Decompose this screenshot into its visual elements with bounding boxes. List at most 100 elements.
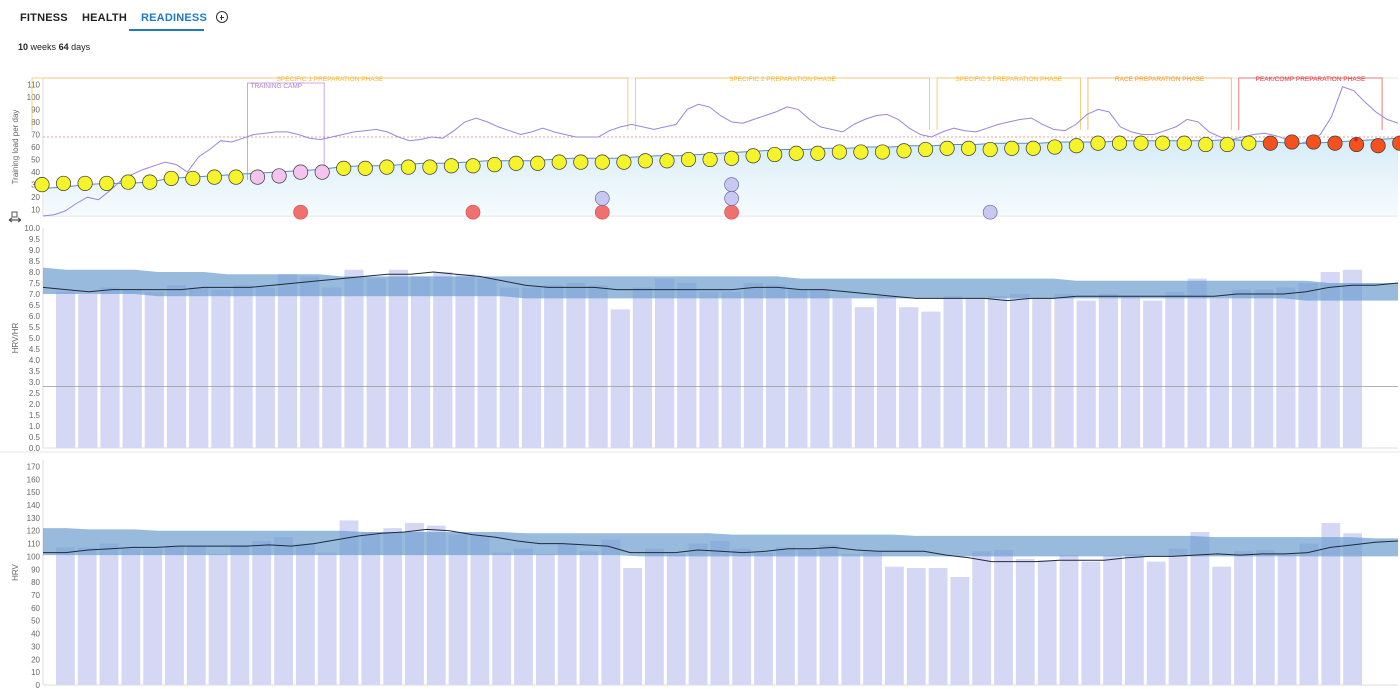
hrv-bar — [797, 550, 817, 685]
daily-load-point — [637, 153, 653, 169]
hrv-hr-y-tick-label: 3.0 — [29, 378, 41, 387]
hrv-bar — [339, 520, 359, 685]
hrv-hr-bar — [166, 285, 187, 448]
daily-load-point — [465, 158, 481, 174]
hrv-bar — [754, 552, 773, 685]
daily-load-point — [77, 175, 93, 191]
hrv-hr-bar — [788, 289, 808, 448]
hrv-bar — [776, 547, 795, 685]
hrv-hr-bar — [300, 276, 320, 448]
hrv-hr-bar — [455, 274, 475, 448]
hrv-hr-bar — [344, 269, 364, 448]
hrv-hr-y-tick-label: 8.5 — [29, 257, 41, 266]
phase-label: SPECIFIC 2 PREPARATION PHASE — [729, 76, 836, 83]
hrv-bar — [732, 548, 752, 685]
hrv-bar — [1168, 548, 1188, 685]
daily-load-point — [1111, 135, 1128, 151]
hrv-bar — [143, 548, 163, 685]
hrv-hr-bar — [943, 296, 963, 448]
hrv-y-tick-label: 40 — [31, 630, 40, 639]
hrv-bar — [426, 525, 446, 685]
hrv-hr-bar — [1276, 287, 1296, 448]
daily-load-point — [1090, 135, 1106, 151]
daily-load-point — [1284, 134, 1300, 150]
hrv-bar — [165, 546, 184, 685]
daily-load-point — [271, 168, 287, 184]
daily-load-point — [1133, 135, 1149, 151]
tab-readiness[interactable]: READINESS — [141, 12, 207, 24]
hrv-hr-y-tick-label: 6.0 — [29, 312, 41, 321]
daily-load-point — [206, 169, 222, 185]
hrv-bar — [536, 553, 555, 685]
hrv-y-tick-label: 0 — [36, 681, 41, 689]
hrv-y-tick-label: 30 — [31, 642, 40, 651]
hrv-y-tick-label: 110 — [27, 540, 40, 549]
hrv-hr-y-axis-label: HRV/HR — [11, 323, 20, 354]
hrv-bar — [885, 566, 904, 685]
hrv-bar — [1234, 551, 1253, 685]
hrv-hr-bar — [832, 298, 852, 448]
hrv-hr-bar — [655, 278, 675, 448]
daily-load-point — [551, 154, 567, 170]
hrv-hr-bar — [233, 285, 253, 448]
hrv-hr-bar — [1209, 298, 1229, 448]
hrv-hr-bar — [677, 283, 697, 448]
hrv-y-axis-label: HRV — [11, 563, 20, 580]
hrv-bar — [296, 543, 315, 685]
hrv-hr-y-tick-label: 3.5 — [29, 367, 41, 376]
phase-label: SPECIFIC 3 PREPARATION PHASE — [955, 76, 1062, 83]
daily-load-point — [379, 159, 395, 175]
lock-icon — [11, 211, 18, 218]
daily-load-point — [1305, 134, 1322, 150]
load-y-tick-label: 60 — [31, 143, 40, 152]
hrv-hr-y-tick-label: 9.0 — [29, 246, 41, 255]
hrv-bar — [579, 551, 599, 685]
hrv-y-tick-label: 70 — [31, 591, 40, 600]
load-y-tick-label: 70 — [31, 130, 40, 139]
hrv-hr-y-tick-label: 1.5 — [29, 411, 41, 420]
event-marker — [724, 191, 739, 206]
hrv-hr-y-tick-label: 7.0 — [29, 290, 41, 299]
hrv-hr-bar — [189, 287, 209, 448]
daily-load-point — [1025, 140, 1041, 156]
hrv-bar — [514, 548, 533, 685]
hrv-bar — [688, 543, 708, 685]
hrv-hr-y-tick-label: 1.0 — [29, 422, 41, 431]
hrv-bar — [99, 543, 119, 685]
daily-load-point — [142, 174, 158, 190]
hrv-hr-y-tick-label: 8.0 — [29, 268, 41, 277]
hrv-hr-bar — [632, 287, 652, 448]
daily-load-point — [228, 169, 244, 185]
hrv-bar — [208, 553, 228, 685]
hrv-hr-bar — [987, 296, 1007, 448]
add-tab-icon[interactable] — [216, 11, 228, 23]
daily-load-point — [853, 144, 869, 160]
load-y-tick-label: 10 — [31, 206, 40, 215]
hrv-hr-bar — [743, 283, 763, 448]
hrv-bar — [1190, 532, 1210, 685]
hrv-hr-bar — [78, 294, 98, 448]
load-y-tick-label: 50 — [31, 156, 40, 165]
hrv-bar — [1059, 555, 1079, 685]
hrv-hr-y-tick-label: 7.5 — [29, 279, 41, 288]
hrv-bar — [1037, 560, 1057, 685]
hrv-hr-y-tick-label: 4.5 — [29, 345, 41, 354]
hrv-y-tick-label: 120 — [27, 527, 41, 536]
event-marker — [594, 191, 610, 206]
hrv-y-tick-label: 130 — [27, 514, 41, 523]
daily-load-point — [594, 154, 610, 170]
days-unit: days — [71, 42, 91, 52]
tab-health[interactable]: HEALTH — [82, 12, 127, 24]
phase-bracket — [936, 77, 1081, 130]
tab-fitness[interactable]: FITNESS — [20, 12, 68, 24]
hrv-hr-bar — [1054, 294, 1074, 448]
daily-load-point — [249, 169, 266, 185]
daily-load-point — [1348, 136, 1365, 153]
hrv-bar — [56, 547, 75, 685]
hrv-hr-bar — [588, 285, 608, 448]
hrv-bar — [1103, 555, 1122, 685]
hrv-y-tick-label: 100 — [27, 552, 41, 561]
hrv-y-tick-label: 160 — [27, 475, 41, 484]
hrv-y-tick-label: 150 — [27, 488, 41, 497]
hrv-bar — [666, 553, 686, 685]
